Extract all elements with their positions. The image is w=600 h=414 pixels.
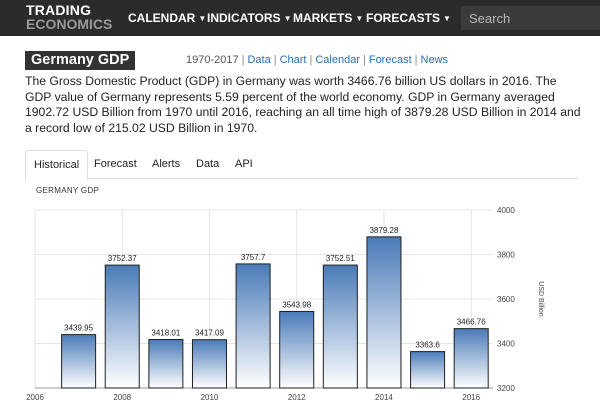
caret-down-icon: ▼ <box>198 14 207 23</box>
tab-historical[interactable]: Historical <box>25 150 89 180</box>
separator: | <box>309 54 313 66</box>
link-chart[interactable]: Chart <box>279 54 307 66</box>
tab-api[interactable]: API <box>235 158 253 170</box>
x-tick-label: 2010 <box>201 393 219 402</box>
y-tick-label: 3400 <box>497 340 515 349</box>
nav-forecasts[interactable]: FORECASTS ▼ <box>366 11 451 25</box>
logo-text-line2: ECONOMICS <box>26 16 113 32</box>
x-tick-label: 2016 <box>462 393 480 402</box>
data-label: 3752.51 <box>326 254 355 263</box>
bar <box>410 351 446 389</box>
x-tick-label: 2012 <box>288 393 306 402</box>
gdp-bar-chart: 4000 3800 3600 3400 3200 2006 2008 2010 2012 2014… <box>26 206 544 402</box>
x-tick-label: 2008 <box>113 393 131 402</box>
x-tick-label: 2014 <box>375 393 393 402</box>
data-label: 3363.6 <box>415 341 440 350</box>
link-news[interactable]: News <box>420 54 449 66</box>
data-label: 3879.28 <box>369 226 398 235</box>
data-label: 3752.37 <box>108 254 137 263</box>
bar <box>191 339 227 389</box>
bar <box>104 264 140 389</box>
tab-data[interactable]: Data <box>196 158 220 170</box>
link-forecast[interactable]: Forecast <box>368 54 412 66</box>
y-tick-label: 3200 <box>497 384 515 393</box>
link-data[interactable]: Data <box>247 54 271 66</box>
caret-down-icon: ▼ <box>443 14 451 23</box>
nav-indicators[interactable]: INDICATORS ▼ <box>207 11 291 25</box>
nav-calendar-label: CALENDAR <box>128 11 196 25</box>
page-title: Germany GDP <box>25 51 136 70</box>
y-tick-label: 3800 <box>497 251 515 260</box>
nav-markets-label: MARKETS <box>293 11 353 25</box>
data-label: 3466.76 <box>457 318 486 327</box>
x-tick-label: 2006 <box>26 393 44 402</box>
nav-calendar[interactable]: CALENDAR ▼ <box>128 11 206 25</box>
bar <box>366 236 402 389</box>
nav-forecasts-label: FORECASTS <box>366 11 441 25</box>
separator: | <box>241 54 245 66</box>
description-paragraph: The Gross Domestic Product (GDP) in Germ… <box>25 74 581 135</box>
bar <box>279 310 315 389</box>
data-label: 3418.01 <box>151 328 180 337</box>
bar <box>235 263 271 389</box>
separator: | <box>273 54 277 66</box>
indicator-links: 1970-2017 | Data | Chart | Calendar | Forecast | N… <box>186 54 448 66</box>
bar <box>453 328 489 389</box>
data-label: 3543.98 <box>282 300 311 309</box>
data-label: 3417.09 <box>195 329 224 338</box>
y-tick-label: 4000 <box>497 206 515 215</box>
link-calendar[interactable]: Calendar <box>315 54 360 66</box>
separator: | <box>414 54 418 66</box>
site-logo[interactable]: TRADING ECONOMICS <box>26 3 112 31</box>
y-tick-label: 3600 <box>497 295 515 304</box>
chart-title: GERMANY GDP <box>36 186 100 195</box>
bar <box>322 264 358 389</box>
range-label: 1970-2017 <box>186 54 239 66</box>
nav-markets[interactable]: MARKETS ▼ <box>293 11 363 25</box>
separator: | <box>362 54 366 66</box>
search-input[interactable] <box>461 6 600 30</box>
caret-down-icon: ▼ <box>283 14 292 23</box>
data-label: 3439.95 <box>64 324 93 333</box>
bar <box>148 338 184 389</box>
tab-alerts[interactable]: Alerts <box>152 158 181 170</box>
gdp-chart: 4000 3800 3600 3400 3200 2006 2008 2010 2012 2014… <box>25 180 578 414</box>
caret-down-icon: ▼ <box>355 14 364 23</box>
y-axis-title: USD Billion <box>537 281 544 317</box>
bar <box>61 334 97 389</box>
nav-indicators-label: INDICATORS <box>207 11 281 25</box>
tab-forecast[interactable]: Forecast <box>94 158 137 170</box>
tab-bar: Historical Forecast Alerts Data API <box>25 150 578 180</box>
top-nav-bar: TRADING ECONOMICS CALENDAR ▼ INDICATORS ▼ … <box>0 0 600 36</box>
data-label: 3757.7 <box>241 253 266 262</box>
logo-text-line1: TRADING <box>26 2 92 18</box>
